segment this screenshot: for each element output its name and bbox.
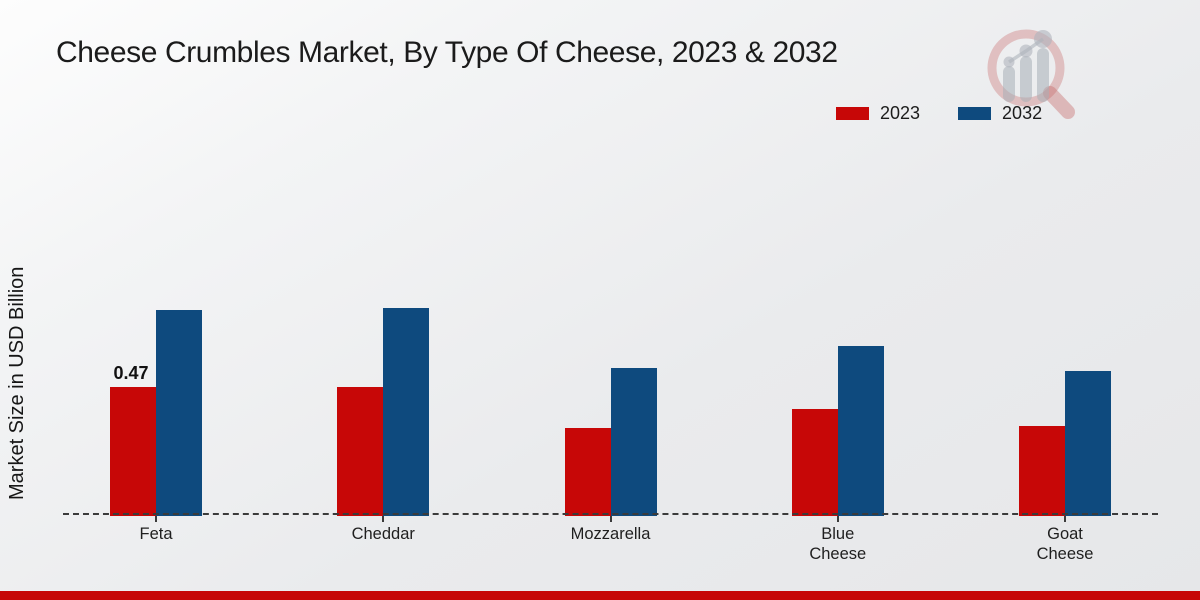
chart-title: Cheese Crumbles Market, By Type Of Chees… [56,36,838,69]
bar-group-blue-cheese [791,346,884,516]
bar-2032-mozzarella [610,368,657,516]
x-axis-tick-blue-cheese [836,516,839,522]
legend: 2023 2032 [836,103,1042,124]
category-label-blue-cheese: Blue Cheese [809,525,867,564]
x-axis-tick-goat-cheese [1064,516,1066,522]
y-axis-title: Market Size in USD Billion [6,266,28,500]
x-axis-baseline [63,513,1158,515]
bar-group-mozzarella [564,368,657,516]
bar-2023-mozzarella [564,428,611,516]
category-label-feta: Feta [139,525,173,543]
bar-group-cheddar [337,308,430,516]
footer-accent-bar [0,591,1200,600]
legend-item-2032: 2032 [958,103,1042,124]
bar-2023-goat-cheese [1019,426,1065,516]
bar-2023-feta [110,387,156,516]
x-axis: Feta Cheddar Mozzarella Blue Cheese Goat Chees… [63,0,1158,600]
legend-item-2023: 2023 [836,103,920,124]
x-axis-tick-cheddar [382,516,385,522]
legend-swatch-2032 [958,107,992,120]
bar-2032-goat-cheese [1065,371,1111,516]
legend-label-2032: 2032 [1002,103,1043,123]
x-axis-tick-mozzarella [609,516,612,522]
market-research-magnifier-logo-icon [987,29,1075,119]
x-axis-tick-feta [155,516,157,522]
bar-2023-blue-cheese [791,409,838,516]
bar-2032-feta [156,310,202,516]
bar-2032-blue-cheese [837,346,884,516]
legend-label-2023: 2023 [880,103,921,123]
bar-2032-cheddar [383,308,430,516]
plot-area: 0.47 [63,0,1158,516]
bar-2023-cheddar [337,387,384,516]
legend-swatch-2023 [836,107,869,120]
bar-group-goat-cheese [1019,371,1111,516]
category-label-mozzarella: Mozzarella [570,525,651,543]
data-label-feta: 0.47 [113,363,149,383]
category-label-goat-cheese: Goat Cheese [1036,525,1094,564]
category-label-cheddar: Cheddar [351,525,415,543]
bar-group-feta [110,310,202,516]
